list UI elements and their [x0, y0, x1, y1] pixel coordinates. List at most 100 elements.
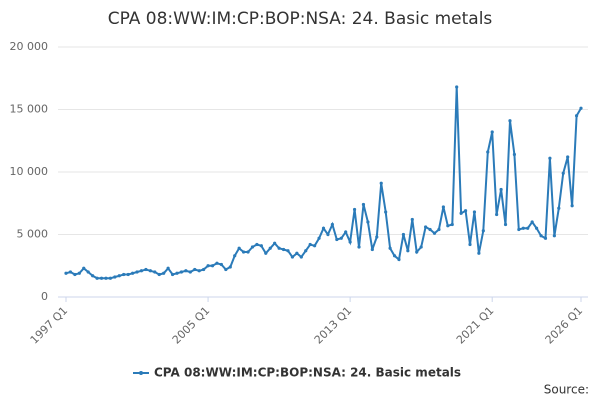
data-point [188, 270, 192, 274]
data-point [490, 130, 494, 134]
data-point [499, 187, 503, 192]
data-point [153, 270, 157, 274]
data-point [361, 202, 366, 207]
data-point [401, 232, 406, 237]
data-point [73, 272, 77, 277]
data-point [277, 246, 281, 250]
data-point [139, 269, 144, 273]
data-point [481, 229, 485, 233]
data-point [375, 235, 379, 239]
data-point [419, 245, 423, 249]
data-point [126, 272, 130, 277]
data-point [477, 251, 481, 255]
data-point [406, 249, 410, 253]
data-point [561, 171, 565, 175]
data-point [233, 254, 237, 258]
data-point [357, 245, 361, 249]
data-point [64, 271, 68, 275]
data-point [304, 249, 308, 253]
data-point [326, 232, 330, 237]
data-point [543, 236, 548, 240]
data-point [539, 234, 543, 238]
y-tick-label: 15 000 [10, 103, 49, 116]
data-point [135, 270, 139, 274]
data-point [264, 251, 268, 255]
data-point [268, 246, 272, 250]
data-point [508, 119, 512, 123]
data-point [259, 244, 263, 248]
source-label: Source: [544, 383, 589, 397]
data-point [99, 276, 104, 280]
data-point [415, 250, 419, 254]
series-line [65, 86, 582, 280]
data-point [170, 272, 175, 277]
data-point [255, 242, 259, 247]
data-point [113, 275, 117, 279]
legend-marker [139, 371, 143, 375]
data-point [579, 106, 583, 110]
data-point [281, 247, 286, 252]
data-point [241, 250, 246, 254]
data-point [122, 272, 126, 277]
data-point [486, 150, 490, 154]
data-point [424, 225, 428, 229]
data-point [184, 269, 188, 273]
data-point [521, 226, 525, 230]
data-point [175, 271, 179, 275]
data-point [250, 245, 255, 249]
data-point [273, 241, 277, 245]
x-tick-label: 2005 Q1 [170, 304, 213, 347]
data-point [179, 270, 184, 274]
chart-title: CPA 08:WW:IM:CP:BOP:NSA: 24. Basic metal… [108, 9, 493, 29]
data-point [108, 276, 112, 280]
data-point [379, 181, 383, 185]
data-point [526, 226, 530, 230]
legend-label: CPA 08:WW:IM:CP:BOP:NSA: 24. Basic metal… [154, 366, 461, 380]
data-point [384, 210, 388, 214]
data-point [82, 266, 86, 270]
data-point [348, 240, 352, 244]
data-point [313, 244, 317, 248]
data-point [197, 269, 201, 273]
data-point [339, 236, 343, 240]
data-point [495, 212, 499, 217]
data-point [157, 272, 161, 277]
data-point [104, 276, 108, 280]
data-point [246, 250, 250, 254]
data-point [570, 204, 574, 208]
y-tick-label: 20 000 [10, 40, 49, 53]
data-point [219, 262, 223, 267]
data-point [566, 155, 570, 159]
data-point [77, 271, 81, 275]
y-tick-label: 0 [41, 290, 48, 303]
data-point [512, 152, 517, 157]
data-point [437, 227, 441, 232]
data-point [459, 211, 463, 215]
data-point [68, 270, 73, 274]
data-point [308, 242, 312, 247]
y-tick-label: 5 000 [17, 228, 49, 241]
data-point [468, 242, 472, 247]
data-point [144, 267, 148, 272]
data-point [397, 257, 401, 262]
data-point [228, 265, 232, 269]
data-point [344, 230, 348, 234]
data-point [206, 264, 210, 268]
data-point [299, 255, 303, 259]
data-point [370, 247, 374, 252]
x-tick-label: 1997 Q1 [28, 304, 71, 347]
data-point [95, 276, 99, 280]
data-point [130, 271, 135, 275]
data-point [162, 271, 166, 275]
x-tick-label: 2021 Q1 [454, 304, 497, 347]
data-point [366, 220, 370, 224]
x-tick-label: 2013 Q1 [312, 304, 355, 347]
data-point [352, 207, 357, 212]
data-point [210, 264, 215, 268]
data-point [91, 274, 95, 278]
data-point [193, 267, 197, 272]
data-point [335, 237, 339, 242]
data-point [286, 249, 290, 253]
data-point [574, 114, 579, 118]
